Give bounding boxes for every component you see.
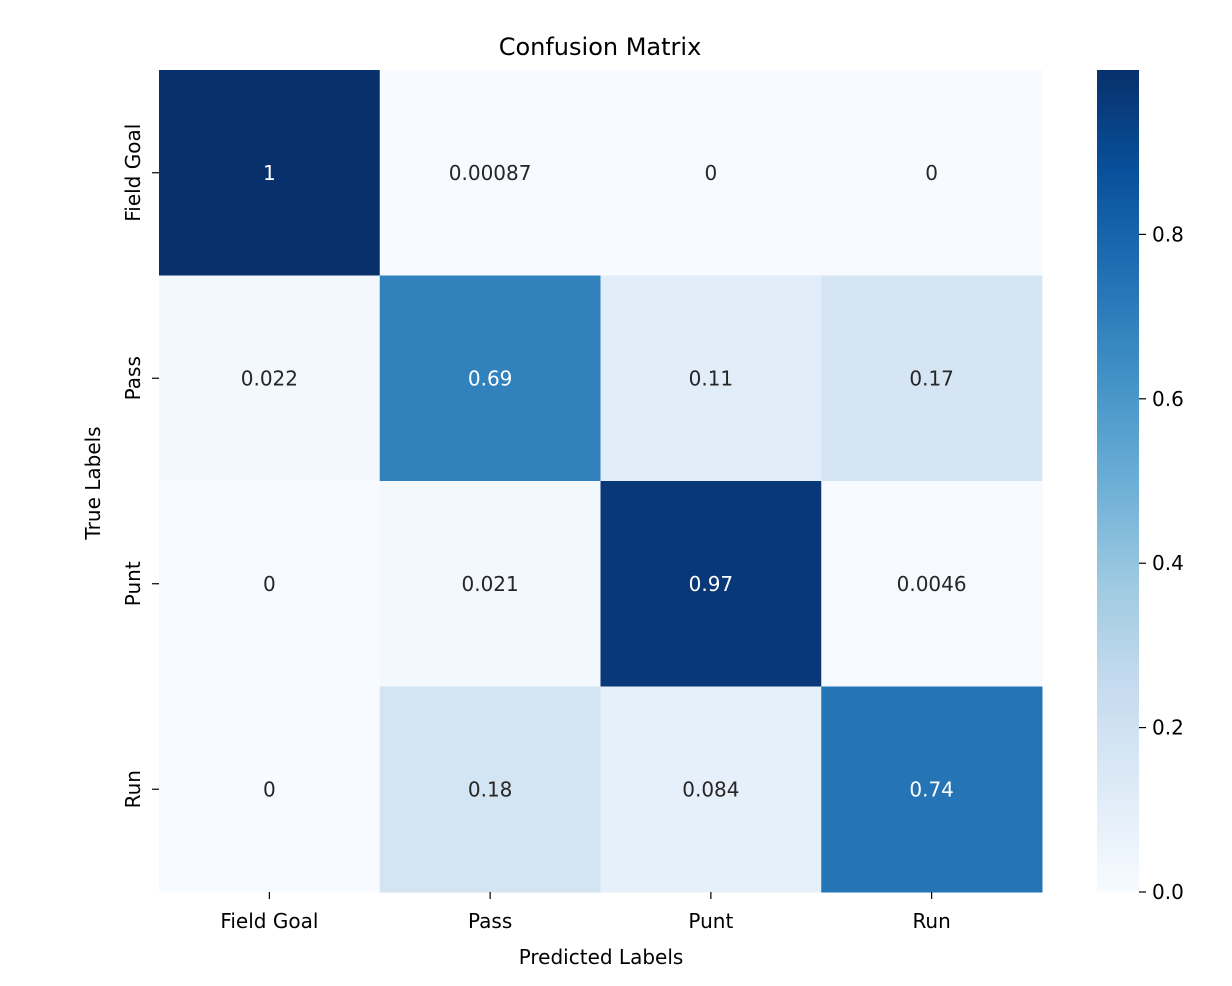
y-tick-label: Punt (121, 561, 145, 606)
cell-annotation-3-2: 0.084 (682, 777, 739, 801)
cell-annotation-1-0: 0.022 (241, 366, 298, 390)
heatmap-cell-1-3 (821, 275, 1043, 482)
cell-annotation-3-3: 0.74 (909, 777, 954, 801)
colorbar-tick-label: 0.6 (1152, 387, 1184, 411)
cell-annotation-0-2: 0 (705, 161, 718, 185)
cell-annotation-3-1: 0.18 (468, 777, 513, 801)
heatmap-cell-3-2 (600, 686, 822, 893)
y-tick-label: Pass (121, 356, 145, 400)
cell-annotation-1-3: 0.17 (909, 366, 954, 390)
y-tick-label: Field Goal (121, 124, 145, 222)
heatmap-cells (159, 70, 1043, 893)
y-axis-label: True Labels (81, 426, 105, 540)
cell-annotation-0-1: 0.00087 (449, 161, 532, 185)
cell-annotation-2-3: 0.0046 (897, 572, 967, 596)
x-tick-label: Field Goal (220, 909, 318, 933)
x-axis: Field Goal Pass Punt Run (220, 892, 951, 933)
heatmap-cell-0-3 (821, 70, 1043, 276)
heatmap-cell-3-0 (159, 686, 381, 893)
colorbar-tick-label: 0.0 (1152, 880, 1184, 904)
x-tick-label: Run (912, 909, 950, 933)
heatmap-cell-2-1 (379, 481, 601, 687)
y-tick-label: Run (121, 770, 145, 808)
cell-annotation-3-0: 0 (263, 777, 276, 801)
chart-title: Confusion Matrix (499, 33, 702, 61)
colorbar-gradient (1097, 70, 1139, 892)
colorbar-tick-label: 0.8 (1152, 222, 1184, 246)
colorbar-tick-label: 0.4 (1152, 551, 1184, 575)
colorbar-tick-label: 0.2 (1152, 716, 1184, 740)
heatmap-cell-0-2 (600, 70, 822, 276)
cell-annotation-0-0: 1 (263, 161, 276, 185)
x-axis-label: Predicted Labels (519, 945, 684, 969)
cell-annotation-2-1: 0.021 (461, 572, 518, 596)
cell-annotation-1-2: 0.11 (689, 366, 734, 390)
heatmap-cell-0-1 (379, 70, 601, 276)
heatmap-cell-2-2 (600, 481, 822, 687)
heatmap-cell-2-0 (159, 481, 381, 687)
cell-annotation-0-3: 0 (925, 161, 938, 185)
heatmap-cell-3-1 (379, 686, 601, 893)
colorbar: 0.0 0.2 0.4 0.6 0.8 (1097, 70, 1184, 904)
y-axis: Field Goal Pass Punt Run (121, 124, 159, 808)
cell-annotation-2-0: 0 (263, 572, 276, 596)
x-tick-label: Pass (468, 909, 512, 933)
heatmap-cell-3-3 (821, 686, 1043, 893)
heatmap-cell-1-2 (600, 275, 822, 482)
heatmap-annotations: 1 0.00087 0 0 0.022 0.69 0.11 0.17 0 0.021 0.97 0.0… (241, 161, 967, 802)
heatmap-cell-1-0 (159, 275, 381, 482)
cell-annotation-1-1: 0.69 (468, 366, 513, 390)
heatmap-cell-2-3 (821, 481, 1043, 687)
cell-annotation-2-2: 0.97 (689, 572, 734, 596)
heatmap-cell-1-1 (379, 275, 601, 482)
heatmap-cell-0-0 (159, 70, 381, 276)
x-tick-label: Punt (688, 909, 733, 933)
